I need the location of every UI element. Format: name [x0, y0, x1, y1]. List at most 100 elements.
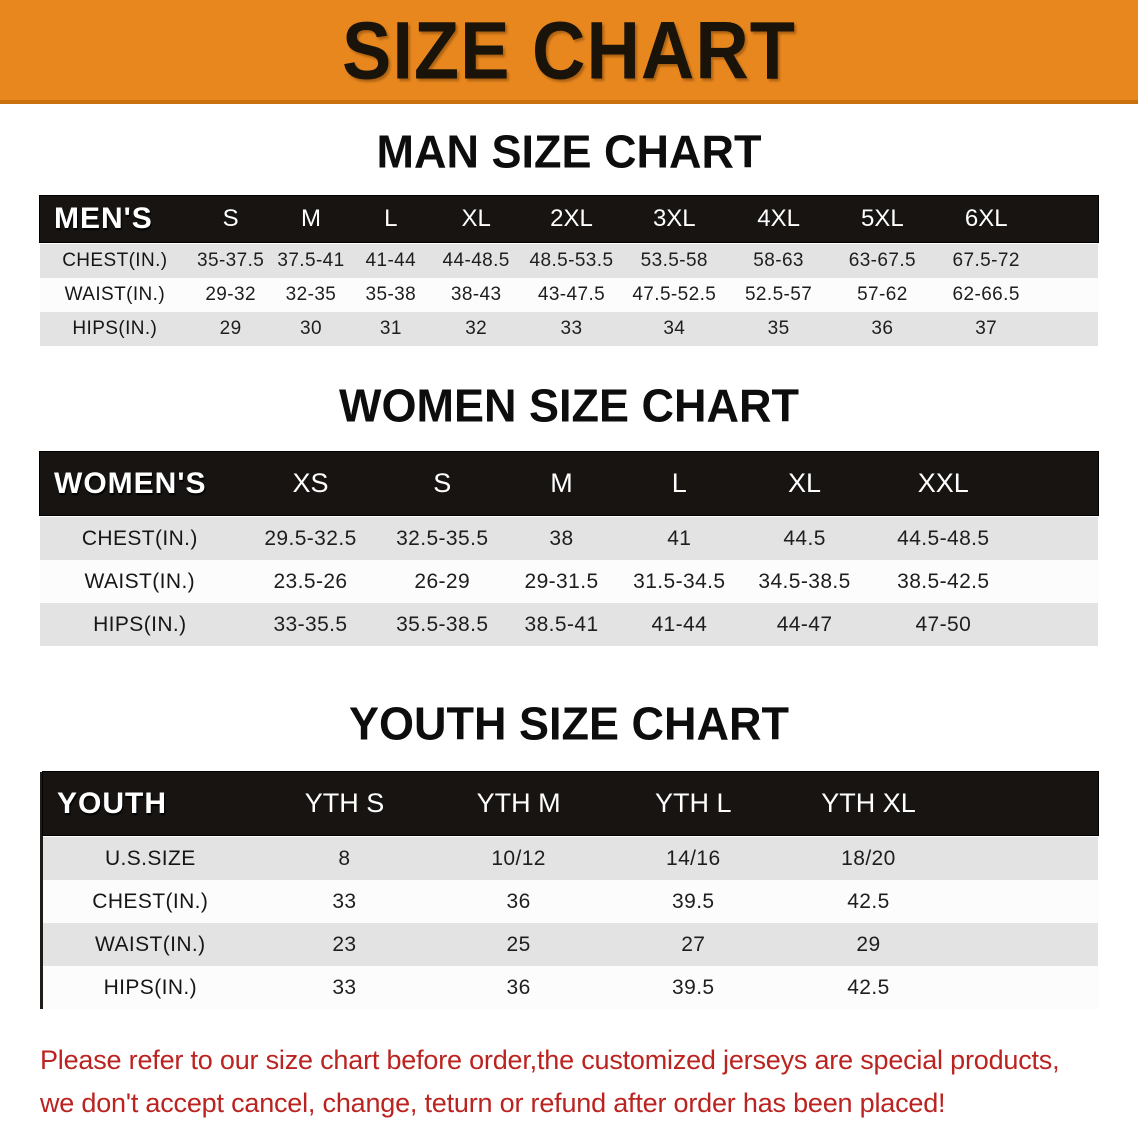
size-value: 23	[332, 932, 357, 956]
size-value: 43-47.5	[537, 284, 606, 305]
size-value: 34.5-38.5	[758, 569, 851, 593]
men-table-header-row: MEN'S S M L XL 2XL 3XL 4XL 5XL 6XL	[40, 196, 1098, 242]
size-value: 67.5-72	[952, 250, 1020, 271]
disclaimer: Please refer to our size chart before or…	[40, 1039, 1100, 1125]
size-value: 29	[856, 932, 881, 956]
size-value: 35-38	[365, 284, 417, 305]
table-row: CHEST(IN.) 33 36 39.5 42.5	[43, 880, 1098, 923]
banner: SIZE CHART	[0, 0, 1138, 104]
women-table-label: WOMEN'S	[54, 466, 207, 500]
size-value: 35-37.5	[197, 250, 265, 271]
size-value: 23.5-26	[273, 569, 348, 593]
size-value: 18/20	[841, 846, 896, 870]
col-header: 5XL	[861, 205, 904, 232]
size-value: 26-29	[414, 569, 471, 593]
col-header: YTH XL	[821, 788, 916, 818]
size-value: 36	[506, 975, 531, 999]
size-value: 32.5-35.5	[396, 526, 489, 550]
table-row: WAIST(IN.) 23.5-26 26-29 29-31.5 31.5-34…	[40, 560, 1098, 603]
size-value: 36	[871, 318, 894, 339]
size-value: 32-35	[285, 284, 337, 305]
size-value: 10/12	[491, 846, 546, 870]
size-value: 29.5-32.5	[264, 526, 357, 550]
size-value: 35.5-38.5	[396, 612, 489, 636]
table-row: CHEST(IN.) 35-37.5 37.5-41 41-44 44-48.5…	[40, 244, 1098, 278]
size-value: 33	[332, 975, 357, 999]
spacer	[956, 837, 1098, 880]
spacer	[956, 923, 1098, 966]
youth-section: YOUTH SIZE CHART YOUTH YTH S YTH M YTH L…	[0, 697, 1138, 1009]
men-size-table: MEN'S S M L XL 2XL 3XL 4XL 5XL 6XL CHEST…	[40, 196, 1098, 346]
disclaimer-line-2: we don't accept cancel, change, teturn o…	[40, 1088, 946, 1118]
col-header: 3XL	[652, 205, 696, 232]
table-row: CHEST(IN.) 29.5-32.5 32.5-35.5 38 41 44.…	[40, 517, 1098, 560]
size-value: 53.5-58	[640, 250, 708, 271]
size-value: 33	[560, 318, 583, 339]
size-value: 38.5-41	[524, 612, 599, 636]
size-value: 41	[667, 526, 692, 550]
size-value: 35	[767, 318, 790, 339]
spacer	[1016, 560, 1098, 603]
table-row: WAIST(IN.) 29-32 32-35 35-38 38-43 43-47…	[40, 278, 1098, 312]
size-value: 63-67.5	[848, 250, 916, 271]
row-label: CHEST(IN.)	[81, 526, 198, 550]
size-value: 39.5	[672, 889, 715, 913]
col-header: L	[671, 468, 687, 498]
size-value: 57-62	[857, 284, 908, 305]
spacer	[1038, 244, 1098, 278]
table-row: HIPS(IN.) 29 30 31 32 33 34 35 36 37	[40, 312, 1098, 346]
col-header: S	[222, 205, 239, 232]
size-value: 34	[663, 318, 686, 339]
size-value: 29-32	[205, 284, 256, 305]
size-value: 8	[338, 846, 351, 870]
col-header: 6XL	[964, 205, 1008, 232]
size-value: 38	[549, 526, 574, 550]
col-header: XL	[788, 468, 822, 498]
size-value: 36	[506, 889, 531, 913]
size-value: 41-44	[651, 612, 708, 636]
size-value: 25	[506, 932, 531, 956]
table-row: HIPS(IN.) 33 36 39.5 42.5	[43, 966, 1098, 1009]
men-section: MAN SIZE CHART MEN'S S M L XL 2XL 3XL 4X…	[0, 124, 1138, 346]
size-value: 38.5-42.5	[897, 569, 990, 593]
row-label: HIPS(IN.)	[72, 318, 158, 339]
size-value: 31	[379, 318, 402, 339]
spacer	[956, 880, 1098, 923]
row-label: WAIST(IN.)	[64, 284, 166, 305]
women-heading: WOMEN SIZE CHART	[339, 378, 799, 432]
col-header: S	[433, 468, 452, 498]
size-value: 31.5-34.5	[633, 569, 726, 593]
size-value: 44-47	[776, 612, 833, 636]
size-value: 14/16	[665, 846, 721, 870]
youth-table-label: YOUTH	[57, 786, 167, 820]
banner-title: SIZE CHART	[342, 4, 796, 96]
size-value: 48.5-53.5	[529, 250, 614, 271]
size-value: 47-50	[915, 612, 972, 636]
men-heading: MAN SIZE CHART	[376, 124, 762, 178]
size-value: 62-66.5	[952, 284, 1020, 305]
col-header: YTH M	[476, 788, 561, 818]
spacer	[1038, 312, 1098, 346]
col-header: YTH S	[304, 788, 385, 818]
size-value: 44.5	[783, 526, 826, 550]
row-label: U.S.SIZE	[104, 846, 196, 870]
size-value: 27	[681, 932, 706, 956]
spacer	[1016, 517, 1098, 560]
size-value: 29	[219, 318, 242, 339]
size-value: 37.5-41	[277, 250, 345, 271]
size-value: 44.5-48.5	[897, 526, 990, 550]
row-label: CHEST(IN.)	[62, 250, 168, 271]
size-value: 38-43	[450, 284, 502, 305]
size-value: 42.5	[847, 889, 890, 913]
spacer	[1038, 278, 1098, 312]
size-value: 33	[332, 889, 357, 913]
women-table-header-row: WOMEN'S XS S M L XL XXL	[40, 452, 1098, 515]
col-header: 2XL	[550, 205, 593, 232]
row-label: HIPS(IN.)	[103, 975, 198, 999]
row-label: WAIST(IN.)	[95, 932, 206, 956]
row-label: CHEST(IN.)	[92, 889, 209, 913]
col-header: M	[301, 205, 321, 232]
col-header: L	[384, 205, 398, 232]
spacer	[956, 966, 1098, 1009]
